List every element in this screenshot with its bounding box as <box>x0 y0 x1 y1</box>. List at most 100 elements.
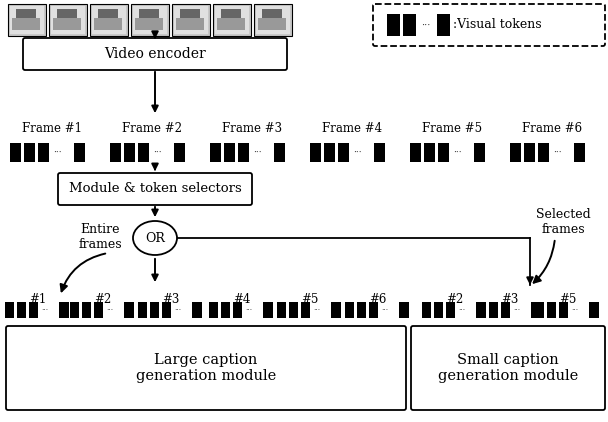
Bar <box>477 302 486 318</box>
Bar <box>477 302 486 318</box>
Bar <box>150 302 159 318</box>
Text: Frame #3: Frame #3 <box>222 122 282 135</box>
Bar <box>399 302 409 318</box>
Bar <box>135 18 163 30</box>
Bar <box>174 143 185 162</box>
Text: ···: ··· <box>453 148 461 157</box>
Bar <box>254 4 292 36</box>
Bar <box>29 302 38 318</box>
Bar <box>277 302 286 318</box>
Text: ···: ··· <box>421 21 430 30</box>
Text: ···: ··· <box>553 148 562 157</box>
Text: Small caption
generation module: Small caption generation module <box>438 353 578 383</box>
Bar <box>559 302 568 318</box>
Bar <box>17 302 26 318</box>
Text: #5: #5 <box>302 293 319 306</box>
Bar <box>24 143 35 162</box>
Bar <box>10 6 44 34</box>
Bar <box>192 302 202 318</box>
Bar <box>338 143 349 162</box>
Bar <box>531 302 541 318</box>
Bar <box>221 302 230 318</box>
Text: Module & token selectors: Module & token selectors <box>69 182 241 195</box>
Text: ···: ··· <box>246 306 253 314</box>
FancyBboxPatch shape <box>23 38 287 70</box>
Bar <box>233 302 242 318</box>
Bar <box>547 302 556 318</box>
Bar <box>369 302 378 318</box>
Bar <box>5 302 15 318</box>
Bar <box>489 302 498 318</box>
Text: ···: ··· <box>42 306 49 314</box>
Bar <box>262 9 282 29</box>
Text: ···: ··· <box>106 306 114 314</box>
Text: #1: #1 <box>29 293 47 306</box>
Bar <box>224 143 235 162</box>
Bar <box>238 143 249 162</box>
Bar <box>209 302 218 318</box>
Text: Frame #5: Frame #5 <box>422 122 482 135</box>
Bar <box>16 9 36 29</box>
Text: Large caption
generation module: Large caption generation module <box>136 353 276 383</box>
Bar <box>574 143 585 162</box>
Bar <box>110 143 121 162</box>
Text: #2: #2 <box>446 293 464 306</box>
Text: ···: ··· <box>514 306 521 314</box>
Bar <box>410 143 421 162</box>
Bar <box>60 302 69 318</box>
Text: #3: #3 <box>162 293 180 306</box>
Bar <box>331 302 340 318</box>
FancyBboxPatch shape <box>58 173 252 205</box>
Text: Video encoder: Video encoder <box>104 47 206 61</box>
Bar <box>82 302 91 318</box>
Text: Frame #2: Frame #2 <box>122 122 182 135</box>
Bar <box>501 302 510 318</box>
Text: #5: #5 <box>559 293 576 306</box>
Bar <box>289 302 299 318</box>
Bar <box>139 9 159 29</box>
Bar <box>217 18 245 30</box>
Bar <box>124 143 135 162</box>
FancyBboxPatch shape <box>373 4 605 46</box>
Text: Frame #4: Frame #4 <box>322 122 382 135</box>
Bar <box>256 6 290 34</box>
Bar <box>138 143 149 162</box>
Text: :Visual tokens: :Visual tokens <box>453 19 542 32</box>
Text: Entire
frames: Entire frames <box>78 223 122 251</box>
Bar <box>263 302 273 318</box>
Bar <box>374 143 385 162</box>
Bar <box>301 302 310 318</box>
Bar <box>357 302 366 318</box>
Text: ···: ··· <box>53 148 61 157</box>
Text: #3: #3 <box>502 293 519 306</box>
Bar <box>172 4 210 36</box>
Bar <box>422 302 431 318</box>
Bar <box>437 14 450 36</box>
Bar <box>180 9 200 29</box>
Bar <box>57 9 77 29</box>
Bar <box>53 18 81 30</box>
FancyBboxPatch shape <box>6 326 406 410</box>
Bar <box>213 4 251 36</box>
Bar <box>324 143 335 162</box>
Text: ···: ··· <box>314 306 321 314</box>
Text: Frame #6: Frame #6 <box>522 122 582 135</box>
Bar <box>10 143 21 162</box>
Bar <box>524 143 535 162</box>
Bar <box>258 18 286 30</box>
Bar <box>38 143 49 162</box>
Bar <box>438 143 449 162</box>
Bar <box>94 302 103 318</box>
Bar <box>403 14 416 36</box>
Bar <box>538 143 549 162</box>
Bar <box>221 9 241 29</box>
FancyBboxPatch shape <box>411 326 605 410</box>
Bar <box>434 302 443 318</box>
Bar <box>133 6 167 34</box>
Text: #6: #6 <box>369 293 387 306</box>
Bar <box>424 143 435 162</box>
Bar <box>74 143 85 162</box>
Bar <box>215 6 249 34</box>
Bar <box>210 143 221 162</box>
Text: Frame #1: Frame #1 <box>22 122 82 135</box>
